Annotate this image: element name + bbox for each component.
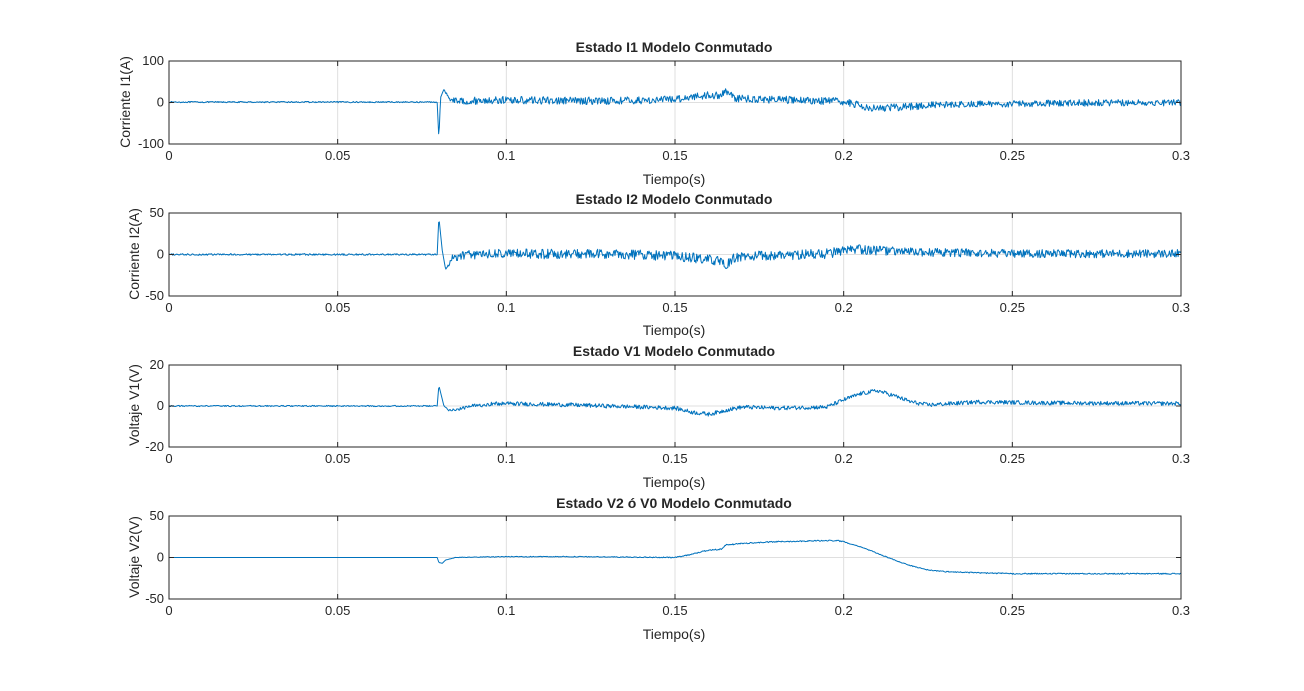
subplot-v2-xtick-label-5: 0.25 <box>1000 603 1025 618</box>
subplot-i1-ytick-label-1: 0 <box>157 95 164 110</box>
subplot-v1-ytick-label-1: 0 <box>157 398 164 413</box>
subplot-v1-series-line <box>168 386 1182 417</box>
subplot-v2-ytick-label-2: 50 <box>150 508 164 523</box>
subplot-i1-xtick-label-3: 0.15 <box>662 148 687 163</box>
subplot-i2-ytick-label-0: -50 <box>145 288 164 303</box>
subplot-v1-title: Estado V1 Modelo Conmutado <box>573 343 775 359</box>
subplot-i1-title: Estado I1 Modelo Conmutado <box>576 39 773 55</box>
subplot-v1-xtick-label-3: 0.15 <box>662 451 687 466</box>
subplot-v2-ylabel: Voltaje V2(V) <box>126 516 142 598</box>
subplot-i2-series-line <box>168 221 1182 270</box>
subplot-v1-ylabel: Voltaje V1(V) <box>126 364 142 446</box>
subplot-v2-xtick-label-4: 0.2 <box>835 603 853 618</box>
subplot-v2-xtick-label-6: 0.3 <box>1172 603 1190 618</box>
subplot-v2-ytick-label-1: 0 <box>157 550 164 565</box>
subplot-i1-series-line <box>168 88 1182 135</box>
subplot-i1-xtick-label-6: 0.3 <box>1172 148 1190 163</box>
subplot-v2-xtick-label-2: 0.1 <box>497 603 515 618</box>
subplot-v2-ytick-label-0: -50 <box>145 591 164 606</box>
subplot-v1-xtick-label-1: 0.05 <box>325 451 350 466</box>
subplot-i2-xtick-label-4: 0.2 <box>835 300 853 315</box>
subplot-i1-xtick-label-1: 0.05 <box>325 148 350 163</box>
subplot-v2-series-line <box>169 539 1182 575</box>
subplot-i1-ytick-label-0: -100 <box>138 136 164 151</box>
subplot-i1-xlabel: Tiempo(s) <box>643 171 706 187</box>
subplot-v1-xtick-label-6: 0.3 <box>1172 451 1190 466</box>
subplot-i2-xlabel: Tiempo(s) <box>643 322 706 338</box>
subplot-v1-xlabel: Tiempo(s) <box>643 474 706 490</box>
subplot-v2-xtick-label-1: 0.05 <box>325 603 350 618</box>
subplot-i1-xtick-label-4: 0.2 <box>835 148 853 163</box>
subplot-i1-ylabel: Corriente I1(A) <box>117 56 133 148</box>
subplot-i2-xtick-label-0: 0 <box>165 300 172 315</box>
subplot-i2-xtick-label-3: 0.15 <box>662 300 687 315</box>
subplot-v1-xtick-label-5: 0.25 <box>1000 451 1025 466</box>
subplot-i2-xtick-label-5: 0.25 <box>1000 300 1025 315</box>
subplot-i1-xtick-label-0: 0 <box>165 148 172 163</box>
subplot-i1-xtick-label-5: 0.25 <box>1000 148 1025 163</box>
subplot-v2-xtick-label-3: 0.15 <box>662 603 687 618</box>
subplot-v2-title: Estado V2 ó V0 Modelo Conmutado <box>556 495 792 511</box>
subplot-i2-xtick-label-1: 0.05 <box>325 300 350 315</box>
subplot-i1-ytick-label-2: 100 <box>142 53 164 68</box>
subplot-i2-title: Estado I2 Modelo Conmutado <box>576 191 773 207</box>
subplot-v1-ytick-label-2: 20 <box>150 357 164 372</box>
subplot-v2-xtick-label-0: 0 <box>165 603 172 618</box>
subplot-i2-xtick-label-6: 0.3 <box>1172 300 1190 315</box>
subplot-v1-xtick-label-0: 0 <box>165 451 172 466</box>
subplot-v1-ytick-label-0: -20 <box>145 439 164 454</box>
subplot-i2-xtick-label-2: 0.1 <box>497 300 515 315</box>
subplot-i2-ytick-label-2: 50 <box>150 205 164 220</box>
subplot-v1-xtick-label-4: 0.2 <box>835 451 853 466</box>
subplot-i1-xtick-label-2: 0.1 <box>497 148 515 163</box>
subplot-i2-ylabel: Corriente I2(A) <box>126 208 142 300</box>
subplot-i2-ytick-label-1: 0 <box>157 247 164 262</box>
subplot-v1-xtick-label-2: 0.1 <box>497 451 515 466</box>
subplot-v2-xlabel: Tiempo(s) <box>643 626 706 642</box>
